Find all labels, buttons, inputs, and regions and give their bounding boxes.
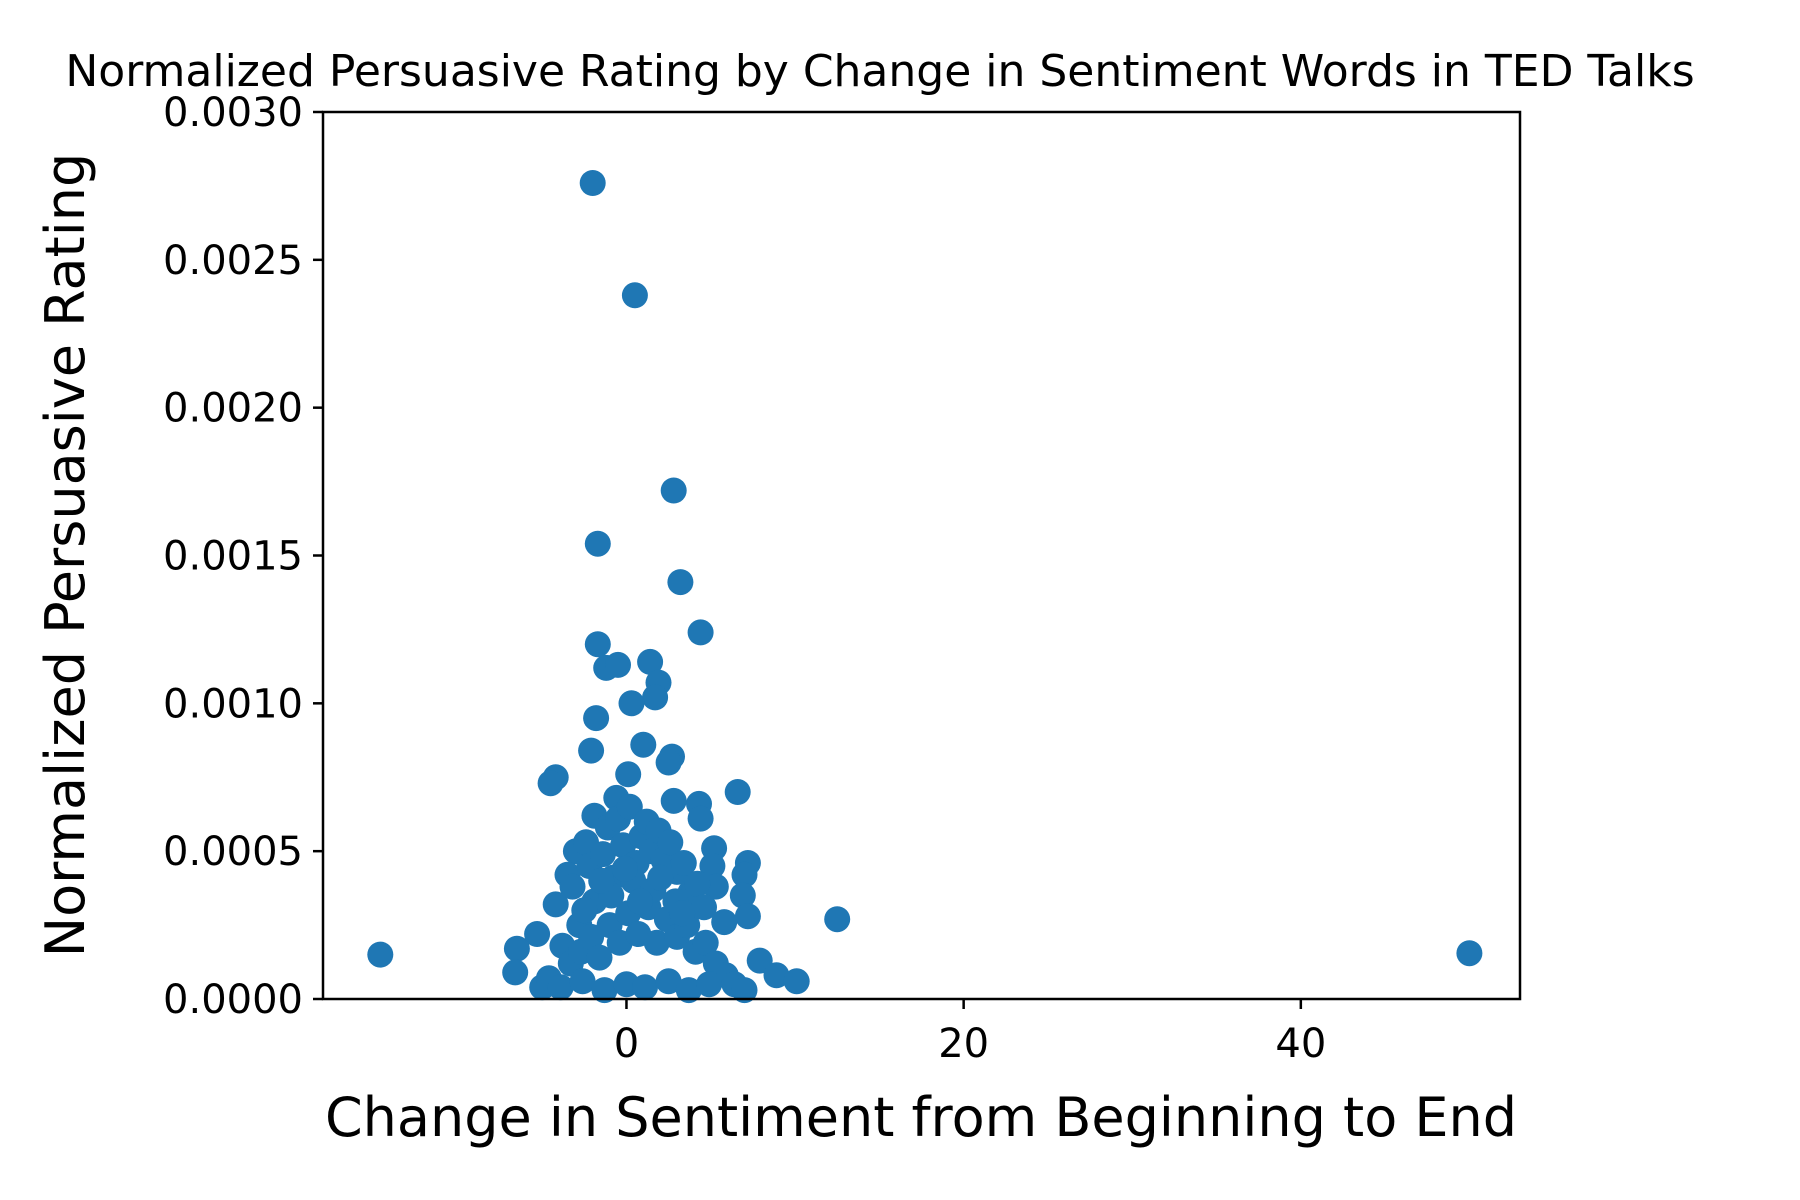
data-point	[691, 894, 717, 921]
data-point	[579, 170, 606, 196]
data-point	[367, 941, 394, 968]
data-point	[637, 648, 664, 675]
data-point	[618, 690, 645, 717]
data-point	[621, 282, 648, 309]
data-point	[763, 962, 790, 989]
data-point	[591, 977, 618, 1004]
y-tick-label: 0.0010	[163, 681, 303, 727]
data-point	[734, 903, 761, 930]
data-point	[559, 873, 586, 900]
data-point	[746, 947, 773, 974]
x-tick-label: 40	[1275, 1021, 1326, 1067]
chart-title: Normalized Persuasive Rating by Change i…	[65, 46, 1694, 97]
data-point	[1456, 940, 1483, 967]
y-axis: 0.0000 0.0005 0.0010 0.0015 0.0020 0.0025 0.00…	[163, 90, 323, 1023]
data-point	[657, 829, 684, 856]
data-point	[630, 731, 657, 758]
data-point	[660, 787, 687, 814]
data-point	[542, 891, 569, 918]
y-axis-label: Normalized Persuasive Rating	[34, 153, 97, 958]
y-tick-label: 0.0030	[163, 90, 303, 136]
data-point	[537, 770, 564, 797]
y-tick-label: 0.0005	[163, 829, 303, 875]
data-point	[627, 888, 653, 915]
data-point	[616, 793, 643, 820]
data-point	[731, 977, 758, 1004]
data-point	[583, 705, 610, 732]
data-point	[711, 909, 738, 936]
data-point	[692, 929, 719, 956]
data-point	[729, 882, 756, 909]
data-point	[655, 968, 682, 995]
data-point	[605, 651, 631, 678]
data-point	[615, 761, 642, 788]
data-point	[502, 959, 529, 986]
data-point	[670, 850, 697, 876]
data-point	[675, 977, 702, 1004]
data-point	[642, 684, 669, 711]
data-point	[783, 968, 810, 995]
data-point	[669, 900, 696, 927]
y-tick-label: 0.0020	[163, 386, 303, 432]
data-point	[667, 569, 694, 596]
points-layer	[367, 170, 1483, 1004]
x-tick-label: 0	[614, 1021, 639, 1067]
data-point	[611, 855, 638, 882]
data-point	[588, 867, 615, 894]
y-tick-label: 0.0015	[163, 534, 303, 580]
x-axis: 0 20 40	[614, 999, 1326, 1067]
data-point	[724, 779, 751, 805]
data-point	[684, 870, 711, 897]
y-tick-label: 0.0000	[163, 977, 303, 1023]
x-tick-label: 20	[938, 1021, 989, 1067]
data-point	[584, 530, 611, 557]
data-point	[578, 737, 605, 764]
x-axis-label: Change in Sentiment from Beginning to En…	[325, 1086, 1517, 1149]
data-point	[687, 805, 714, 832]
data-point	[571, 897, 598, 924]
data-point	[660, 477, 687, 504]
data-point	[824, 906, 851, 933]
data-point	[687, 619, 714, 646]
data-point	[586, 944, 613, 971]
data-point	[643, 929, 670, 956]
data-point	[584, 631, 611, 658]
data-point	[578, 923, 605, 950]
data-point	[547, 974, 574, 1001]
data-point	[503, 935, 530, 962]
data-point	[699, 853, 726, 879]
data-point	[731, 861, 758, 888]
data-point	[524, 921, 551, 947]
plot-frame	[321, 110, 1522, 1001]
data-point	[647, 864, 674, 891]
data-point	[696, 971, 723, 998]
y-tick-label: 0.0025	[163, 238, 303, 284]
data-point	[655, 749, 682, 776]
data-point	[569, 968, 596, 995]
data-point	[632, 974, 658, 1001]
data-point	[589, 841, 616, 868]
